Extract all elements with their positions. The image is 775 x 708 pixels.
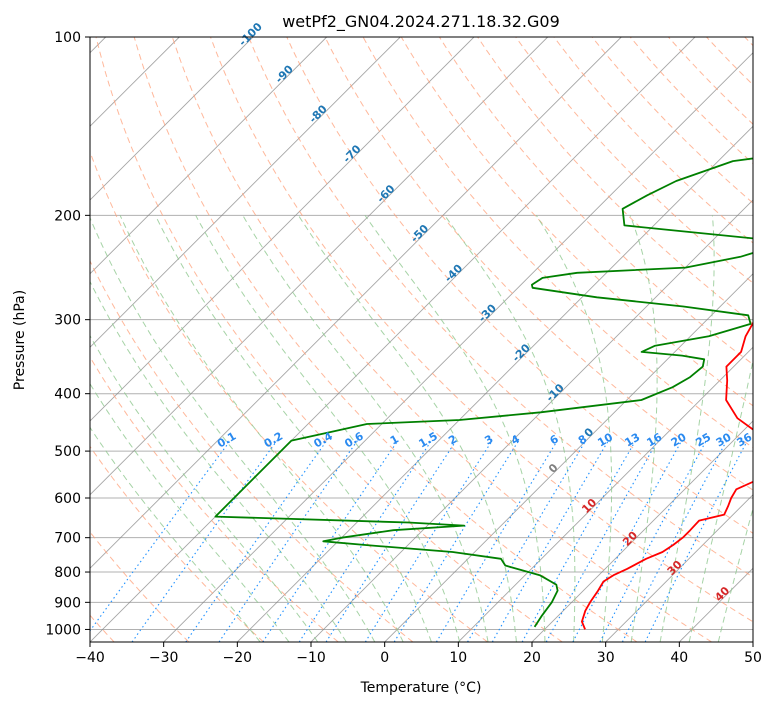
dry-adiabat-line [324,37,753,491]
mixing-ratio-line [644,440,748,642]
x-tick-label: −40 [75,650,105,666]
mixing-ratio-line [545,440,659,642]
isotherm-line [90,37,475,422]
mixing-ratio-line [521,440,637,642]
mixing-ratio-line [621,440,728,642]
y-tick-label: 700 [54,531,81,547]
moist-adiabat-line [364,215,546,642]
dry-adiabat-line [90,259,414,642]
temperature-profile-line [581,321,753,630]
y-tick-label: 400 [54,387,81,403]
x-tick-label: −10 [296,650,326,666]
chart-title: wetPf2_GN04.2024.271.18.32.G09 [282,12,560,32]
x-tick-label: 10 [449,650,467,666]
dry-adiabat-line [286,37,753,534]
x-tick-label: 30 [597,650,615,666]
dry-adiabat-line [90,445,264,642]
mixing-ratio-line [572,440,683,642]
mixing-ratio-line [491,440,609,642]
dry-adiabat-line [515,37,753,284]
y-tick-label: 300 [54,313,81,329]
moist-adiabat-line [119,215,404,642]
mixing-ratio-line [364,440,493,642]
y-tick-label: 1000 [45,622,81,638]
dewpoint-profile-line [214,157,753,628]
x-axis-label: Temperature (°C) [360,680,482,696]
moist-adiabat-line [90,382,290,642]
dry-adiabat-line [210,37,753,623]
isotherm-line [90,37,549,496]
mixing-ratio-line [599,440,707,642]
isotherm-line [531,420,753,642]
x-tick-label: −20 [223,650,253,666]
isotherm-line [457,346,753,642]
moist-adiabat-line [659,215,715,642]
isotherm-line [163,52,753,642]
moist-adiabat-line [90,334,319,642]
y-axis-label: Pressure (hPa) [12,290,28,390]
y-tick-label: 500 [54,444,81,460]
y-tick-label: 100 [54,30,81,46]
y-tick-label: 200 [54,208,81,224]
axis-ticks: −40 −30 −20 −10 0 10 20 30 40 50 100 200 300 400 500 60… [45,30,762,666]
y-tick-label: 800 [54,565,81,581]
mixing-ratio-line [467,440,587,642]
y-tick-label: 600 [54,491,81,507]
moist-adiabat-line [444,215,576,642]
isotherm-line [90,37,622,569]
x-tick-label: 0 [380,650,389,666]
x-tick-label: 40 [670,650,688,666]
mixing-ratio-line [131,440,278,642]
x-tick-label: 50 [744,650,762,666]
isotherm-line [236,125,753,642]
x-tick-label: −30 [149,650,179,666]
x-tick-label: 20 [523,650,541,666]
moist-adiabat-line [242,215,489,642]
moist-adiabat-line [154,215,432,642]
plot-area [90,37,753,642]
isotherm-line [90,37,328,275]
moist-adiabat-line [195,215,461,642]
moist-adiabat-line [90,280,347,642]
moist-adiabat-line [535,215,613,642]
moist-adiabat-line [90,426,261,642]
dry-adiabat-line [248,37,753,578]
mixing-ratio-line [185,440,328,642]
isotherm-line [90,37,254,201]
mixing-ratio-line [435,440,558,642]
isotherm-line [90,37,696,642]
mixing-ratio-line [298,440,432,642]
mixing-ratio-line [393,440,520,642]
isotherm-line [605,494,753,642]
y-tick-label: 900 [54,595,81,611]
isotherm-line [90,37,401,348]
dry-adiabat-line [171,37,712,642]
plot-frame [89,36,754,643]
dry-adiabat-line [95,37,563,642]
moist-adiabat-line [90,216,376,642]
